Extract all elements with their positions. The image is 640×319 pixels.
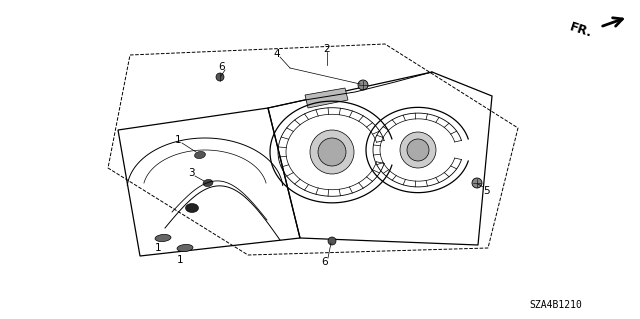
Text: 4: 4 xyxy=(274,49,280,59)
Text: 2: 2 xyxy=(324,44,330,54)
Text: 6: 6 xyxy=(219,62,225,72)
Text: SZA4B1210: SZA4B1210 xyxy=(529,300,582,310)
Text: FR.: FR. xyxy=(568,20,594,40)
Ellipse shape xyxy=(195,152,205,159)
Circle shape xyxy=(358,80,368,90)
Text: 1: 1 xyxy=(177,255,183,265)
Circle shape xyxy=(310,130,354,174)
Text: 6: 6 xyxy=(322,257,328,267)
Ellipse shape xyxy=(203,180,213,187)
Text: 5: 5 xyxy=(484,186,490,196)
Circle shape xyxy=(400,132,436,168)
Ellipse shape xyxy=(155,234,171,241)
Circle shape xyxy=(407,139,429,161)
Circle shape xyxy=(216,73,224,81)
Polygon shape xyxy=(305,88,348,108)
Text: 3: 3 xyxy=(188,168,195,178)
Text: 1: 1 xyxy=(155,243,161,253)
Circle shape xyxy=(472,178,482,188)
Ellipse shape xyxy=(177,244,193,252)
Ellipse shape xyxy=(186,204,198,212)
Circle shape xyxy=(318,138,346,166)
Text: 1: 1 xyxy=(175,135,181,145)
Circle shape xyxy=(328,237,336,245)
